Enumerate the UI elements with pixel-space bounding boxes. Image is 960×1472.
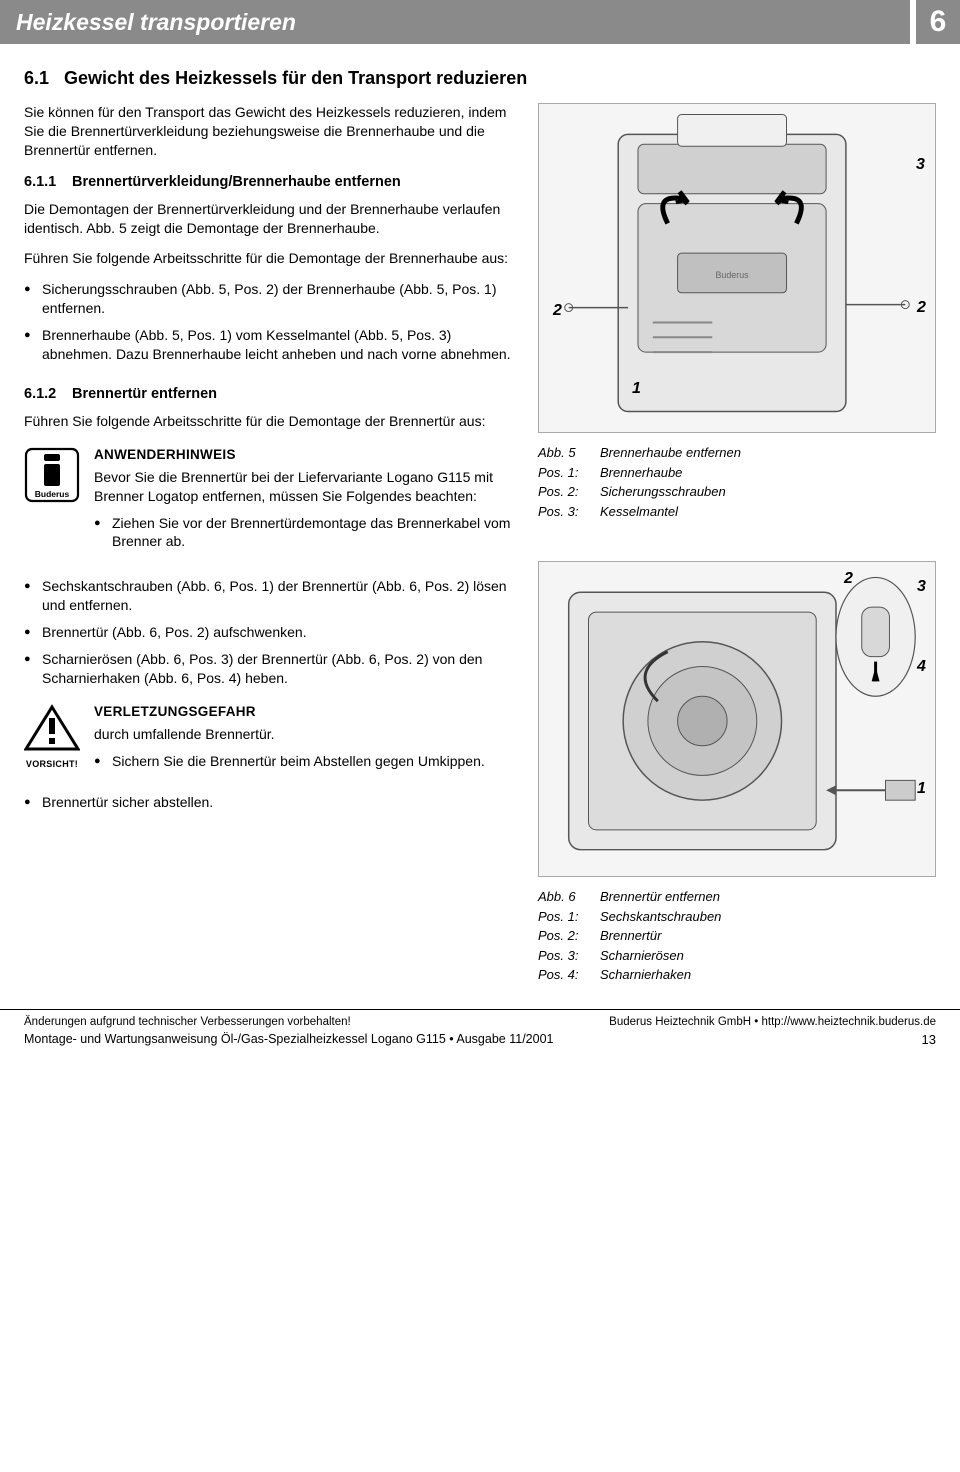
warning-block: VORSICHT! VERLETZUNGSGEFAHR durch umfall… [24,704,514,781]
warning-heading: VERLETZUNGSGEFAHR [94,704,514,719]
instruction-item: Brennerhaube (Abb. 5, Pos. 1) vom Kessel… [24,326,514,364]
figure-5-caption: Abb. 5Brennerhaube entfernen Pos. 1:Bren… [538,443,936,521]
page-number: 13 [922,1032,936,1047]
instruction-item: Brennertür sicher abstellen. [24,793,514,812]
info-text: Bevor Sie die Brennertür bei der Lieferv… [94,468,514,506]
callout-2: 2 [917,299,926,317]
figure-6: 1 2 3 4 Abb. 6Brennertür entfernen Pos. … [538,561,936,985]
callout-3: 3 [917,578,926,596]
figure-5-image: Buderus 1 2 2 [538,103,936,433]
section-title: Gewicht des Heizkessels für den Transpor… [64,68,527,88]
section-number: 6.1 [24,68,49,88]
footer-change-note: Änderungen aufgrund technischer Verbesse… [24,1016,351,1028]
user-note-block: Buderus ANWENDERHINWEIS Bevor Sie die Br… [24,447,514,562]
footer-doc-title: Montage- und Wartungsanweisung Öl-/Gas-S… [24,1032,553,1047]
warning-bullet: Sichern Sie die Brennertür beim Abstelle… [94,752,514,771]
instruction-item: Sechskantschrauben (Abb. 6, Pos. 1) der … [24,577,514,615]
info-icon: Buderus [24,447,80,562]
body-paragraph: Führen Sie folgende Arbeitsschritte für … [24,412,514,431]
info-bullet: Ziehen Sie vor der Brennertürdemontage d… [94,514,514,552]
info-heading: ANWENDERHINWEIS [94,447,514,462]
intro-paragraph: Sie können für den Transport das Gewicht… [24,103,514,160]
footer-line-1: Änderungen aufgrund technischer Verbesse… [0,1009,960,1028]
section-heading: 6.1 Gewicht des Heizkessels für den Tran… [24,68,936,89]
subsection-number: 6.1.1 [24,174,72,190]
subsection-number: 6.1.2 [24,386,72,402]
instruction-item: Scharnierösen (Abb. 6, Pos. 3) der Brenn… [24,650,514,688]
page-header: Heizkessel transportieren 6 [0,0,960,44]
body-paragraph: Die Demontagen der Brennertürverkleidung… [24,200,514,238]
callout-2: 2 [844,570,853,588]
figure-6-caption: Abb. 6Brennertür entfernen Pos. 1:Sechsk… [538,887,936,985]
callout-1: 1 [917,780,926,798]
callout-2: 2 [553,302,562,320]
subsection-title: Brennertürverkleidung/Brennerhaube entfe… [72,174,401,190]
callout-3: 3 [916,156,925,174]
footer-line-2: Montage- und Wartungsanweisung Öl-/Gas-S… [0,1028,960,1057]
figure-6-image: 1 2 3 4 [538,561,936,877]
subsection-611-heading: 6.1.1 Brennertürverkleidung/Brennerhaube… [24,174,514,190]
warning-label: VORSICHT! [24,759,80,769]
svg-text:Buderus: Buderus [35,489,70,499]
warning-text: durch umfallende Brennertür. [94,725,514,744]
header-chapter-number: 6 [916,0,960,44]
instruction-item: Brennertür (Abb. 6, Pos. 2) aufschwenken… [24,623,514,642]
svg-text:Buderus: Buderus [715,270,749,280]
subsection-612-heading: 6.1.2 Brennertür entfernen [24,386,514,402]
warning-icon [24,704,80,752]
footer-company: Buderus Heiztechnik GmbH • http://www.he… [609,1016,936,1028]
header-title: Heizkessel transportieren [0,0,910,44]
callout-4: 4 [917,658,926,676]
figure-5: Buderus 1 2 2 [538,103,936,521]
callout-1: 1 [632,380,641,398]
instruction-item: Sicherungsschrauben (Abb. 5, Pos. 2) der… [24,280,514,318]
body-paragraph: Führen Sie folgende Arbeitsschritte für … [24,249,514,268]
subsection-title: Brennertür entfernen [72,386,217,402]
